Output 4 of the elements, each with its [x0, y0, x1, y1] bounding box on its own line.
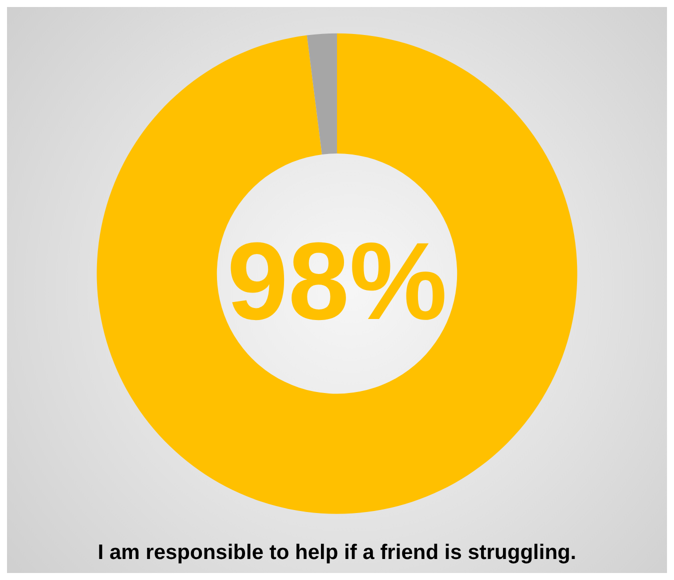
- text: I am responsible to help if a friend is struggling.: [98, 540, 576, 564]
- donut-slice: [96, 33, 578, 514]
- text: 98%: [227, 220, 448, 343]
- donut-slice: [306, 33, 337, 154]
